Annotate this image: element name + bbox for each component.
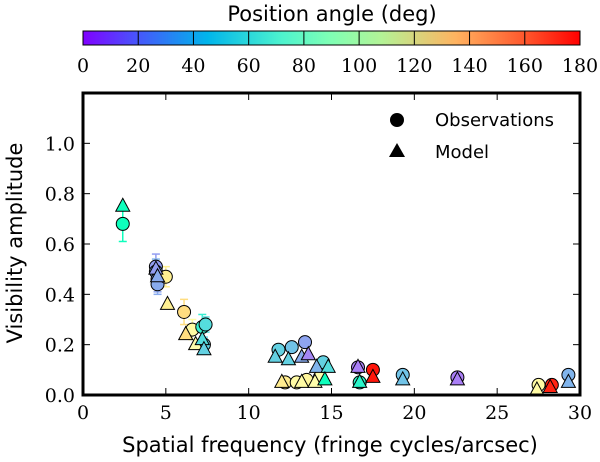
legend-model-marker (389, 143, 405, 157)
model-point (351, 373, 368, 388)
model-point (273, 373, 290, 388)
data-points (114, 197, 577, 396)
observation-point (115, 216, 130, 231)
model-point (449, 370, 466, 386)
y-tick-label: 0.0 (45, 385, 75, 407)
model-point (280, 350, 297, 366)
model-point (114, 197, 131, 212)
error-bars (118, 205, 573, 389)
model-point (365, 368, 381, 383)
model-point (300, 345, 317, 361)
observation-point (177, 304, 192, 319)
model-point (196, 340, 212, 356)
model-point (394, 370, 411, 386)
colorbar-tick-label: 20 (126, 55, 150, 77)
model-point (350, 358, 366, 373)
x-axis-ticks: 0 5 10 15 20 25 30 (77, 93, 592, 424)
observation-point (284, 340, 299, 355)
legend-model-label: Model (435, 142, 489, 163)
y-tick-label: 0.8 (45, 184, 75, 206)
model-point (320, 358, 337, 373)
plot-area: 0 5 10 15 20 25 30 0.0 0.2 0.4 0.6 0.8 1.0 (45, 91, 592, 424)
x-tick-label: 20 (402, 402, 426, 424)
y-tick-label: 0.4 (45, 284, 75, 306)
model-point (542, 378, 559, 393)
y-axis-ticks: 0.0 0.2 0.4 0.6 0.8 1.0 (45, 133, 580, 407)
colorbar-tick-label: 160 (507, 55, 543, 77)
x-tick-label: 10 (237, 402, 261, 424)
colorbar-tick-label: 100 (341, 55, 377, 77)
y-tick-label: 0.6 (45, 234, 75, 256)
observation-point (297, 335, 312, 350)
legend-observations-marker (390, 113, 404, 127)
x-tick-label: 0 (77, 402, 89, 424)
colorbar-tick-label: 80 (292, 55, 316, 77)
x-tick-label: 30 (568, 402, 592, 424)
colorbar-gradient (82, 30, 581, 46)
model-point (308, 358, 325, 373)
model-point (317, 370, 333, 386)
x-tick-label: 25 (485, 402, 509, 424)
colorbar-tick-label: 0 (77, 55, 89, 77)
colorbar-label: Position angle (deg) (227, 2, 436, 26)
y-tick-label: 0.2 (45, 335, 75, 357)
x-tick-label: 15 (319, 402, 343, 424)
x-axis-label: Spatial frequency (fringe cycles/arcsec) (122, 433, 538, 457)
model-point (177, 325, 194, 341)
colorbar-ticks: 0 20 40 60 80 100 120 140 160 180 (77, 31, 598, 77)
colorbar-tick-label: 40 (181, 55, 205, 77)
plot-frame (81, 91, 582, 397)
x-tick-label: 5 (160, 402, 172, 424)
y-axis-label: Visibility amplitude (3, 143, 27, 344)
colorbar: Position angle (deg) 0 20 40 60 80 100 120 140 1… (77, 2, 598, 77)
y-tick-label: 1.0 (45, 133, 75, 155)
colorbar-tick-label: 120 (396, 55, 432, 77)
model-point (159, 295, 176, 310)
model-point (560, 373, 577, 388)
colorbar-tick-label: 60 (237, 55, 261, 77)
legend-observations-label: Observations (435, 110, 554, 131)
model-point (149, 267, 166, 283)
model-point (293, 373, 310, 388)
observation-point (198, 317, 213, 332)
legend: Observations Model (389, 110, 554, 163)
colorbar-tick-label: 180 (562, 55, 598, 77)
colorbar-tick-label: 140 (451, 55, 487, 77)
model-point (267, 348, 284, 363)
